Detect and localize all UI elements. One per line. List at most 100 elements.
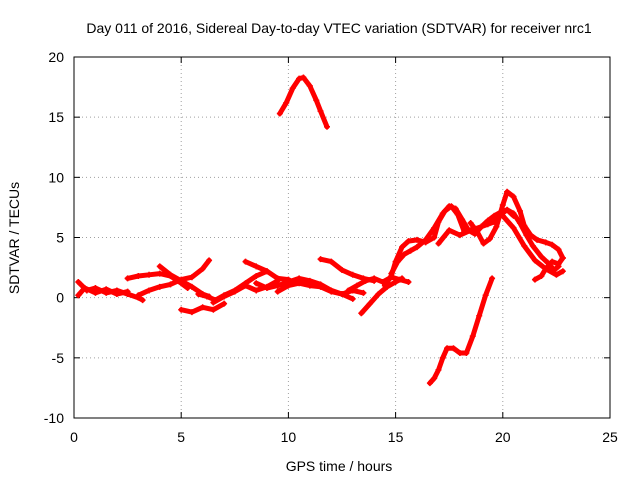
data-point — [435, 240, 442, 247]
data-point — [431, 234, 438, 241]
y-tick-label: 0 — [56, 290, 64, 306]
data-point — [345, 287, 352, 294]
data-point — [349, 295, 356, 302]
y-tick-label: 5 — [56, 230, 64, 246]
data-point — [542, 239, 549, 246]
y-tick-label: 15 — [48, 109, 64, 125]
data-point — [456, 350, 463, 357]
data-point — [422, 236, 429, 243]
data-point — [221, 293, 228, 300]
data-point — [371, 275, 378, 282]
y-axis-label: SDTVAR / TECUs — [6, 182, 22, 294]
data-point — [276, 110, 283, 117]
data-point — [167, 271, 174, 278]
x-tick-label: 20 — [495, 429, 511, 445]
data-point — [538, 273, 545, 280]
data-point — [167, 281, 174, 288]
data-series — [75, 74, 566, 387]
data-point — [296, 75, 303, 82]
data-point — [435, 366, 442, 373]
data-point — [399, 244, 406, 251]
data-point — [178, 306, 185, 313]
data-point — [542, 265, 549, 272]
data-point — [407, 247, 414, 254]
data-point — [531, 257, 538, 264]
data-point — [555, 260, 562, 267]
y-tick-label: 10 — [48, 169, 64, 185]
series-line-track-10 — [253, 275, 356, 302]
data-point — [405, 238, 412, 245]
data-point — [486, 235, 493, 242]
data-point — [463, 350, 470, 357]
data-point — [480, 240, 487, 247]
data-point — [482, 292, 489, 299]
data-point — [349, 271, 356, 278]
data-point — [231, 288, 238, 295]
x-tick-label: 0 — [70, 429, 78, 445]
data-point — [274, 275, 281, 282]
data-point — [313, 97, 320, 104]
data-point — [401, 251, 408, 258]
data-point — [426, 380, 433, 387]
data-point — [323, 123, 330, 130]
data-point — [549, 258, 556, 265]
data-point — [510, 193, 517, 200]
data-point — [289, 85, 296, 92]
data-point — [493, 223, 500, 230]
data-point — [446, 227, 453, 234]
data-point — [538, 253, 545, 260]
data-point — [285, 282, 292, 289]
x-tick-label: 25 — [602, 429, 618, 445]
data-point — [178, 277, 185, 284]
data-point — [478, 223, 485, 230]
data-point — [195, 291, 202, 298]
x-tick-label: 5 — [177, 429, 185, 445]
data-point — [504, 206, 511, 213]
data-point — [516, 208, 523, 215]
x-axis-label: GPS time / hours — [286, 458, 393, 474]
data-point — [394, 258, 401, 265]
data-point — [306, 82, 313, 89]
grid — [74, 57, 610, 418]
data-point — [92, 289, 99, 296]
data-point — [405, 279, 412, 286]
data-point — [388, 270, 395, 277]
data-point — [274, 282, 281, 289]
data-point — [534, 236, 541, 243]
data-point — [206, 257, 213, 264]
data-point — [283, 99, 290, 106]
data-point — [317, 283, 324, 290]
data-point — [366, 300, 373, 307]
data-point — [113, 291, 120, 298]
data-point — [527, 232, 534, 239]
data-point — [456, 232, 463, 239]
data-point — [221, 300, 228, 307]
data-point — [521, 242, 528, 249]
data-point — [328, 258, 335, 265]
data-point — [188, 274, 195, 281]
data-point — [381, 282, 388, 289]
data-point — [549, 241, 556, 248]
data-point — [467, 220, 474, 227]
data-point — [521, 222, 528, 229]
data-point — [452, 205, 459, 212]
data-point — [75, 292, 82, 299]
data-point — [210, 299, 217, 306]
data-point — [317, 108, 324, 115]
data-point — [439, 354, 446, 361]
plot-frame — [73, 56, 611, 419]
data-point — [559, 268, 566, 275]
data-point — [559, 254, 566, 261]
data-point — [476, 312, 483, 319]
data-point — [317, 256, 324, 263]
data-point — [296, 280, 303, 287]
data-point — [339, 266, 345, 273]
data-point — [484, 221, 491, 228]
data-point — [199, 304, 206, 311]
data-point — [439, 210, 446, 217]
data-point — [362, 277, 369, 284]
data-point — [450, 345, 457, 352]
data-point — [469, 333, 476, 340]
data-point — [553, 271, 560, 278]
